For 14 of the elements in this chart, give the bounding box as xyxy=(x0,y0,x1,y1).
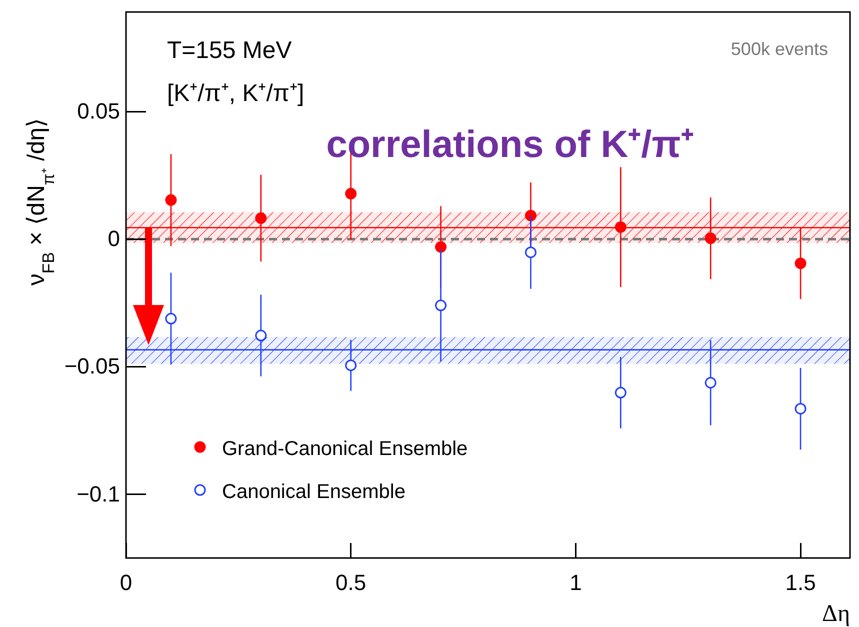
annotation: 500k events xyxy=(730,39,828,59)
y-tick-label: −0.1 xyxy=(76,481,120,506)
annotation: [K⁺/π⁺, K⁺/π⁺] xyxy=(167,80,304,107)
x-tick-label: 1 xyxy=(570,570,582,595)
x-tick-label: 1.5 xyxy=(785,570,816,595)
legend-label: Canonical Ensemble xyxy=(222,481,406,503)
legend-label: Grand-Canonical Ensemble xyxy=(222,438,468,460)
y-tick-label: 0 xyxy=(108,226,120,252)
x-axis-title: Δη xyxy=(822,601,850,627)
x-tick-label: 0.5 xyxy=(336,570,366,595)
annotation: T=155 MeV xyxy=(167,37,292,64)
annotation: correlations of K⁺/π⁺ xyxy=(326,124,694,166)
y-tick-label: 0.05 xyxy=(77,98,120,124)
y-tick-label: −0.05 xyxy=(64,354,120,379)
